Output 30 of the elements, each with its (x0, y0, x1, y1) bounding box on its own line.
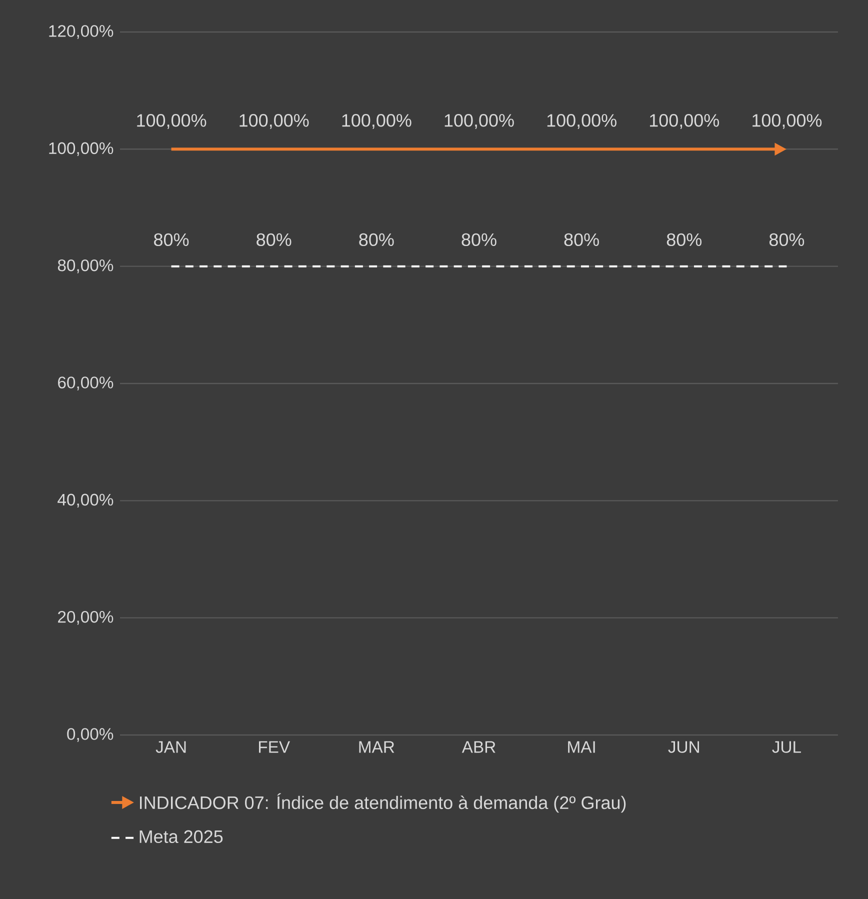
data-label: 100,00% (444, 114, 514, 129)
y-tick-label: 60,00% (58, 376, 114, 390)
data-label: 100,00% (547, 114, 616, 129)
x-tick-label: MAR (359, 741, 394, 753)
data-label: 80% (564, 233, 599, 246)
legend-label: Meta 2025 (140, 830, 223, 844)
y-tick-label: 40,00% (58, 494, 114, 508)
data-label: 100,00% (137, 114, 206, 129)
x-tick-label: JAN (156, 741, 186, 753)
data-label: 80% (769, 233, 804, 246)
data-label: 80% (256, 233, 292, 246)
legend-label: INDICADOR 07: Índice de atendimento à demanda (2º Grau) (140, 793, 626, 813)
y-tick-label: 0,00% (67, 728, 114, 742)
y-tick-label: 80,00% (58, 259, 114, 274)
data-label: 80% (359, 233, 394, 246)
data-label: 80% (462, 233, 496, 246)
y-tick-label: 120,00% (49, 25, 114, 39)
data-label: 100,00% (650, 114, 720, 129)
x-tick-label: FEV (259, 741, 290, 753)
x-tick-label: ABR (462, 741, 496, 753)
x-tick-label: JUN (668, 741, 699, 753)
data-label: 100,00% (342, 114, 412, 129)
data-label: 80% (666, 233, 702, 246)
y-tick-label: 20,00% (58, 610, 114, 625)
y-tick-label: 100,00% (49, 142, 114, 156)
x-tick-label: JUL (772, 741, 801, 753)
data-label: 100,00% (240, 114, 309, 129)
data-label: 80% (154, 233, 189, 246)
x-tick-label: MAI (568, 741, 595, 753)
data-label: 100,00% (752, 114, 822, 129)
